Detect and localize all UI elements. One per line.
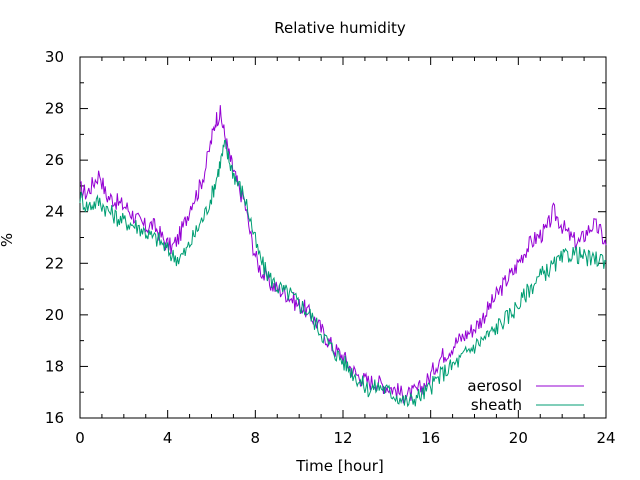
y-tick-label: 28 <box>45 100 64 118</box>
series-line-aerosol <box>79 105 607 404</box>
axis-ticks: 0 4 8 12 16 20 24 16 18 20 22 24 26 28 30 <box>45 48 616 447</box>
y-axis-label: % <box>0 233 16 247</box>
y-tick-label: 30 <box>45 48 64 66</box>
y-tick-label: 26 <box>45 151 64 169</box>
x-tick-label: 4 <box>163 429 173 447</box>
y-tick-label: 20 <box>45 306 64 324</box>
y-tick-label: 16 <box>45 409 64 427</box>
x-tick-label: 8 <box>251 429 261 447</box>
x-tick-label: 0 <box>75 429 85 447</box>
x-tick-label: 20 <box>509 429 528 447</box>
series-lines <box>79 105 607 408</box>
legend-label-aerosol: aerosol <box>467 377 522 395</box>
x-tick-label: 16 <box>421 429 440 447</box>
x-tick-label: 24 <box>596 429 615 447</box>
series-line-sheath <box>79 139 607 408</box>
x-tick-label: 12 <box>333 429 352 447</box>
chart-title: Relative humidity <box>274 19 406 37</box>
x-axis-label: Time [hour] <box>295 457 384 475</box>
y-tick-label: 24 <box>45 203 64 221</box>
y-tick-label: 18 <box>45 357 64 375</box>
y-tick-label: 22 <box>45 254 64 272</box>
legend-label-sheath: sheath <box>471 396 522 414</box>
